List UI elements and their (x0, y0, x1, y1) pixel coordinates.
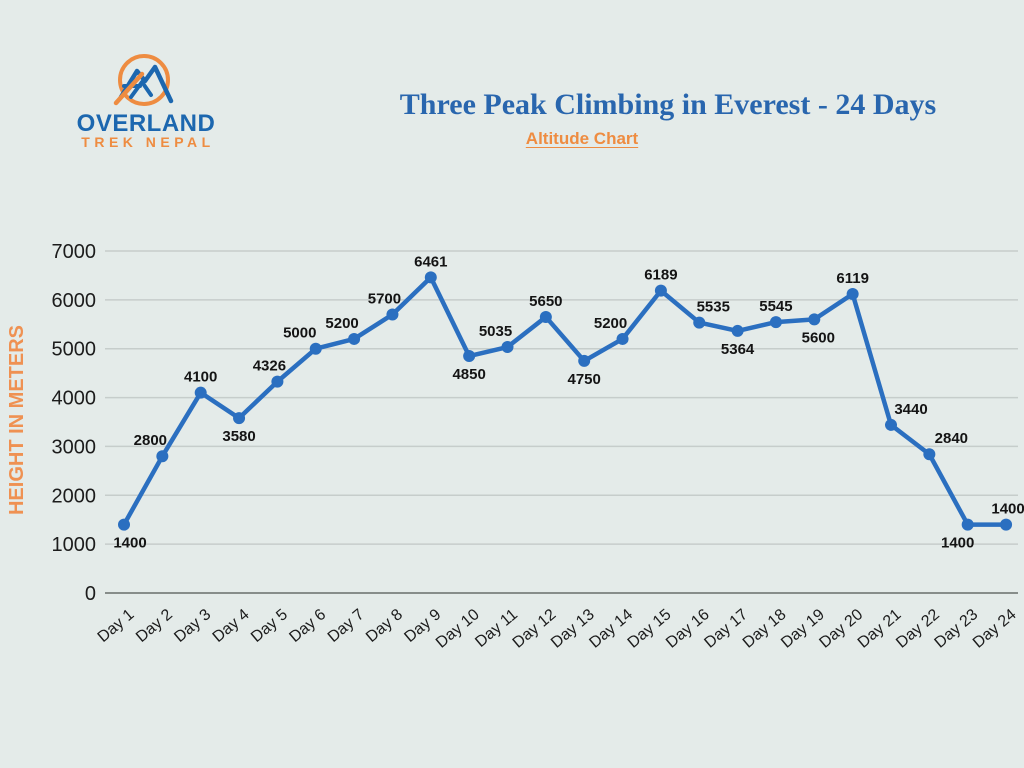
data-point (309, 342, 322, 355)
data-point-label: 1400 (991, 501, 1024, 518)
data-point-label: 5700 (368, 291, 401, 308)
data-point (923, 448, 936, 461)
data-point-label: 5035 (479, 323, 512, 340)
x-tick-label: Day 3 (171, 606, 214, 646)
data-point (846, 288, 859, 301)
mountain-logo-icon (113, 54, 174, 106)
data-point (156, 450, 169, 463)
data-point-label: 5545 (759, 298, 792, 315)
data-point (501, 341, 514, 354)
altitude-line (121, 275, 1009, 527)
data-point (1000, 518, 1013, 531)
data-point (386, 308, 399, 321)
data-point-label: 4326 (253, 358, 286, 375)
data-point (769, 316, 782, 329)
data-point (271, 375, 284, 388)
y-tick-label: 0 (85, 583, 96, 605)
brand-logo: OVERLAND TREK NEPAL (70, 50, 220, 160)
data-point-label: 4750 (568, 371, 601, 388)
data-point-label: 6189 (644, 267, 677, 284)
data-point-label: 5600 (802, 329, 835, 346)
chart-title: Three Peak Climbing in Everest - 24 Days (399, 88, 937, 121)
brand-name: OVERLAND (76, 110, 216, 137)
x-tick-label: Day 24 (970, 606, 1020, 652)
data-point (654, 284, 667, 297)
data-point-label: 5650 (529, 293, 562, 310)
data-point-label: 2840 (935, 430, 968, 447)
x-tick-label: Day 1 (95, 606, 138, 646)
y-tick-label: 3000 (52, 436, 97, 458)
data-point (731, 324, 744, 337)
data-point (424, 271, 437, 284)
data-point (463, 350, 476, 363)
data-point-label: 5200 (325, 315, 358, 332)
data-point (885, 418, 897, 431)
data-point (539, 310, 552, 323)
data-point-label: 6119 (836, 270, 869, 287)
x-tick-label: Day 6 (286, 606, 329, 646)
data-point-label: 1400 (113, 535, 146, 552)
data-point-label: 3580 (222, 428, 255, 445)
data-point-label: 3440 (894, 401, 927, 418)
data-point-label: 5535 (697, 299, 730, 316)
chart-subtitle: Altitude Chart (525, 129, 639, 148)
y-tick-label: 4000 (52, 388, 97, 410)
data-point-label: 4850 (452, 366, 485, 383)
x-tick-label: Day 2 (133, 606, 176, 646)
data-point-label: 5364 (721, 341, 755, 358)
data-point-label: 5200 (594, 315, 627, 332)
data-point (616, 332, 629, 345)
data-point (233, 412, 246, 425)
data-point-label: 5000 (283, 325, 316, 342)
y-tick-label: 1000 (52, 534, 97, 556)
data-point (118, 518, 130, 531)
x-tick-label: Day 5 (248, 606, 291, 646)
x-tick-label: Day 10 (433, 606, 483, 652)
data-point-label: 4100 (184, 369, 217, 386)
x-tick-label: Day 8 (363, 606, 406, 646)
y-tick-label: 5000 (52, 339, 97, 361)
data-point (578, 354, 591, 367)
x-tick-label: Day 4 (210, 606, 253, 646)
data-point (961, 518, 974, 531)
data-point (808, 313, 821, 326)
data-point (348, 332, 361, 345)
data-point-label: 1400 (941, 535, 974, 552)
y-tick-label: 2000 (52, 485, 97, 507)
brand-tagline: TREK NEPAL (81, 134, 215, 150)
x-tick-label: Day 7 (325, 606, 368, 646)
y-tick-label: 6000 (52, 290, 97, 312)
data-point-label: 2800 (134, 432, 167, 449)
data-point-label: 6461 (414, 253, 447, 270)
data-point (693, 316, 706, 329)
data-point (194, 386, 207, 399)
y-tick-label: 7000 (52, 241, 97, 263)
